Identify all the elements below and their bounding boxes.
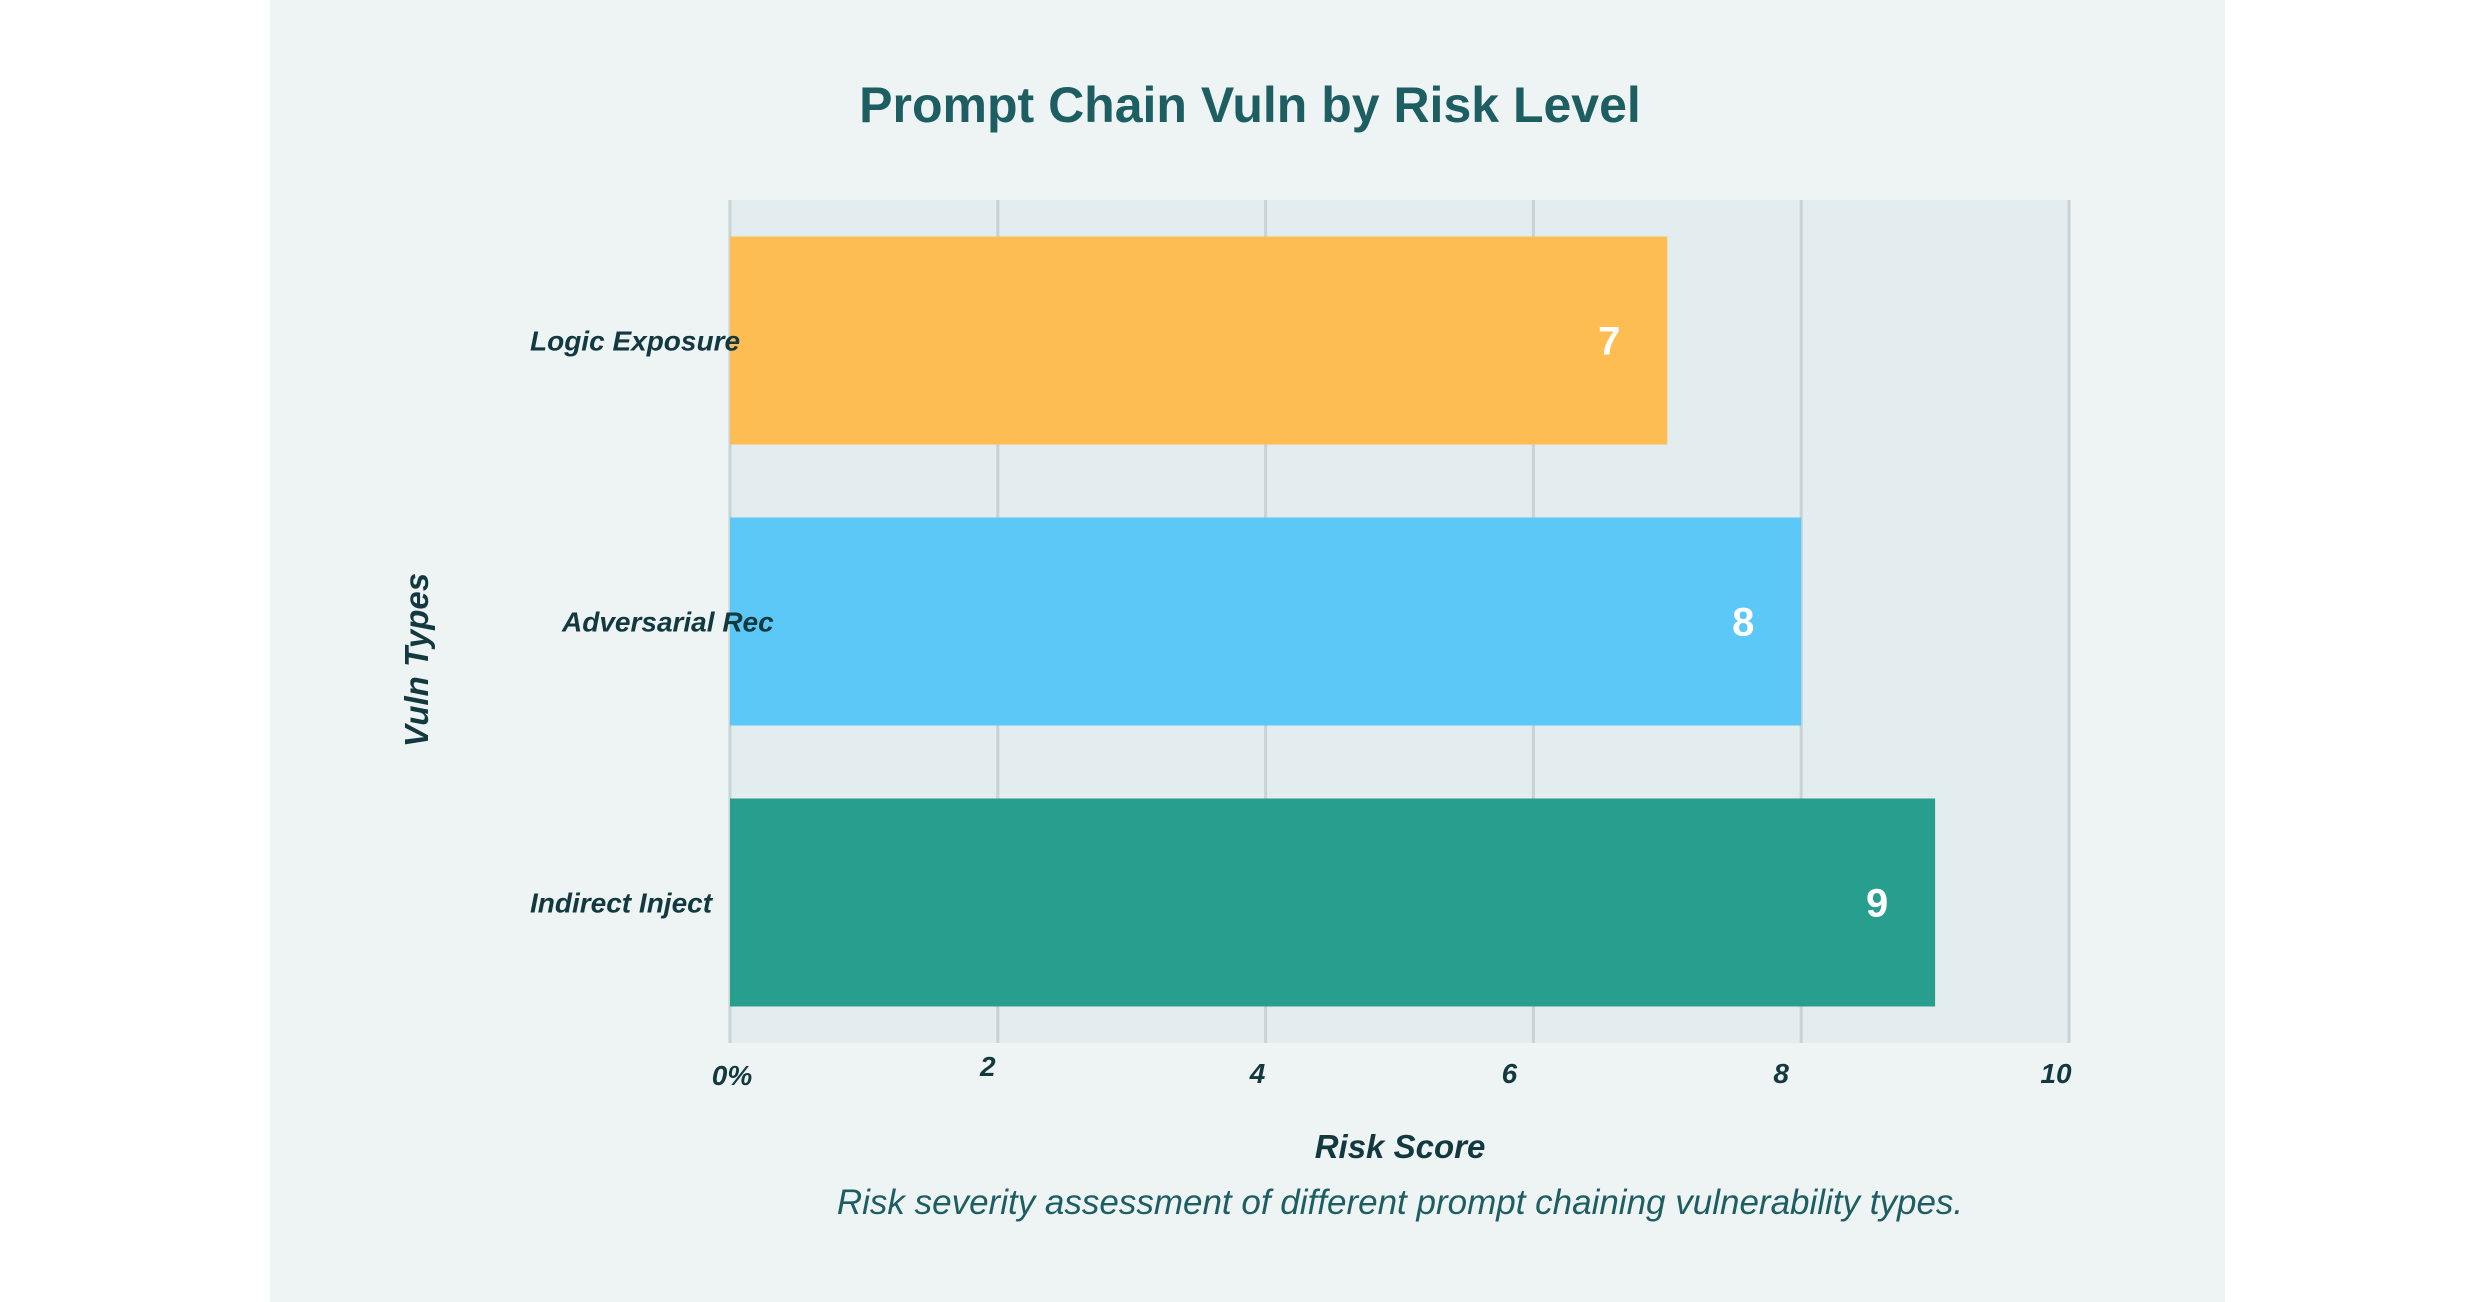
bar-value-label-2: 9: [1866, 882, 1888, 926]
bar-1: [730, 517, 1802, 726]
x-tick-label-5: 10: [2040, 1058, 2072, 1089]
x-tick-label-3: 6: [1502, 1058, 1518, 1089]
x-tick-label-1: 2: [979, 1051, 996, 1082]
chart-title: Prompt Chain Vuln by Risk Level: [859, 77, 1641, 133]
x-tick-labels: 0% 2 4 6 8 10: [712, 1051, 2072, 1091]
category-label-2: Indirect Inject: [530, 888, 714, 919]
category-labels: Logic Exposure Adversarial Rec Indirect In…: [530, 326, 774, 919]
chart-canvas: 7 8 9 0% 2 4 6 8 10 Logic Exposure Adversarial R…: [270, 0, 2225, 1302]
bar-2: [730, 798, 1936, 1007]
chart-caption: Risk severity assessment of different pr…: [837, 1183, 1963, 1222]
category-label-1: Adversarial Rec: [561, 607, 774, 638]
bar-value-label-0: 7: [1598, 320, 1620, 364]
bar-0: [730, 236, 1668, 445]
y-axis-title: Vuln Types: [398, 573, 435, 747]
bars: 7 8 9: [730, 236, 1936, 1007]
x-tick-label-0: 0%: [712, 1060, 753, 1091]
x-axis-title: Risk Score: [1315, 1128, 1486, 1165]
category-label-0: Logic Exposure: [530, 326, 740, 357]
bar-chart: 7 8 9 0% 2 4 6 8 10 Logic Exposure Adversarial R…: [398, 77, 2072, 1222]
bar-value-label-1: 8: [1732, 601, 1754, 645]
x-tick-label-2: 4: [1249, 1058, 1266, 1089]
x-tick-label-4: 8: [1773, 1058, 1789, 1089]
